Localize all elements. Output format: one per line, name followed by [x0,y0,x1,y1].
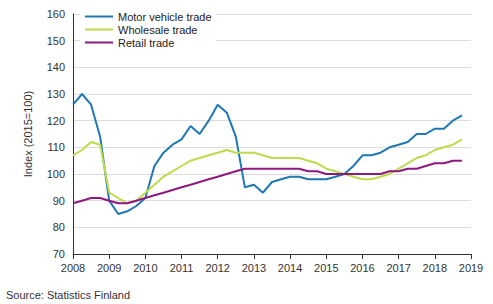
svg-text:70: 70 [53,248,65,260]
svg-text:2011: 2011 [170,262,194,274]
svg-text:2010: 2010 [133,262,157,274]
svg-text:2013: 2013 [242,262,266,274]
svg-text:2009: 2009 [97,262,121,274]
svg-text:2019: 2019 [459,262,483,274]
svg-text:2015: 2015 [314,262,338,274]
svg-text:80: 80 [53,221,65,233]
svg-text:Source: Statistics Finland: Source: Statistics Finland [6,289,130,301]
svg-text:Wholesale trade: Wholesale trade [118,24,198,36]
svg-text:Index (2015=100): Index (2015=100) [22,91,34,178]
svg-text:120: 120 [47,115,65,127]
svg-text:Retail trade: Retail trade [118,37,174,49]
svg-text:150: 150 [47,35,65,47]
svg-text:2008: 2008 [61,262,85,274]
svg-text:90: 90 [53,195,65,207]
svg-text:2012: 2012 [205,262,229,274]
svg-text:2018: 2018 [423,262,447,274]
svg-text:130: 130 [47,88,65,100]
svg-text:100: 100 [47,168,65,180]
svg-text:160: 160 [47,8,65,20]
svg-text:140: 140 [47,61,65,73]
svg-text:Motor vehicle trade: Motor vehicle trade [118,11,212,23]
svg-text:2014: 2014 [278,262,302,274]
svg-text:2017: 2017 [386,262,410,274]
svg-text:110: 110 [47,141,65,153]
svg-text:2016: 2016 [350,262,374,274]
